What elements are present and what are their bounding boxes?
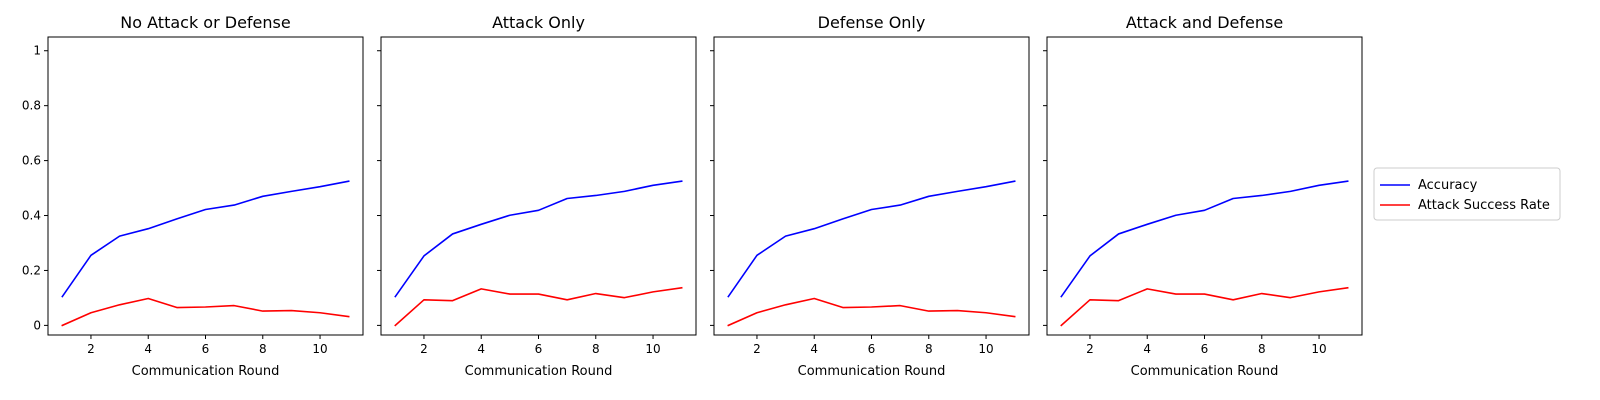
x-tick-label: 10 bbox=[645, 342, 660, 356]
panel-1: No Attack or Defense 2 4 6 8 10 0 0.2 0.4 0.6 0.8 1… bbox=[22, 13, 364, 379]
x-tick-label: 4 bbox=[477, 342, 485, 356]
x-tick-label: 4 bbox=[1143, 342, 1151, 356]
panel-title: No Attack or Defense bbox=[120, 13, 290, 32]
series-line-attack-success-rate bbox=[727, 297, 1016, 327]
x-tick-label: 10 bbox=[312, 342, 327, 356]
x-tick-label: 8 bbox=[925, 342, 933, 356]
x-tick-label: 10 bbox=[978, 342, 993, 356]
legend-label-attack-success-rate: Attack Success Rate bbox=[1418, 198, 1550, 213]
x-tick-label: 4 bbox=[810, 342, 818, 356]
x-tick-label: 2 bbox=[753, 342, 761, 356]
legend-box bbox=[1373, 167, 1561, 221]
x-tick-label: 4 bbox=[144, 342, 152, 356]
y-tick-label: 0 bbox=[33, 318, 41, 332]
x-tick-label: 6 bbox=[202, 342, 210, 356]
axes-frame bbox=[47, 36, 364, 336]
panel-title: Defense Only bbox=[818, 13, 926, 32]
series-line-attack-success-rate bbox=[1060, 286, 1349, 327]
x-axis-label: Communication Round bbox=[1131, 364, 1279, 379]
series-line-attack-success-rate bbox=[61, 297, 350, 327]
series-line-accuracy bbox=[61, 180, 350, 298]
y-tick-label: 0.2 bbox=[22, 263, 41, 277]
x-tick-label: 2 bbox=[87, 342, 95, 356]
x-tick-label: 10 bbox=[1311, 342, 1326, 356]
x-axis-label: Communication Round bbox=[798, 364, 946, 379]
panel-title: Attack Only bbox=[492, 13, 585, 32]
series-line-accuracy bbox=[1060, 180, 1349, 298]
x-tick-label: 6 bbox=[1201, 342, 1209, 356]
series-line-accuracy bbox=[394, 180, 683, 298]
x-tick-label: 8 bbox=[1258, 342, 1266, 356]
y-tick-label: 0.4 bbox=[22, 209, 41, 223]
x-tick-label: 8 bbox=[259, 342, 267, 356]
axes-frame bbox=[713, 36, 1030, 336]
panel-4: Attack and Defense 2 4 6 8 10 Communication Ro… bbox=[1043, 13, 1363, 379]
y-tick-label: 0.8 bbox=[22, 99, 41, 113]
x-tick-label: 6 bbox=[535, 342, 543, 356]
panel-title: Attack and Defense bbox=[1126, 13, 1283, 32]
x-tick-label: 6 bbox=[868, 342, 876, 356]
panel-3: Defense Only 2 4 6 8 10 Communication Round bbox=[710, 13, 1030, 379]
x-axis-label: Communication Round bbox=[132, 364, 280, 379]
y-tick-label: 1 bbox=[33, 44, 41, 58]
legend-label-accuracy: Accuracy bbox=[1418, 178, 1478, 193]
series-line-attack-success-rate bbox=[394, 286, 683, 327]
y-tick-label: 0.6 bbox=[22, 154, 41, 168]
x-tick-label: 8 bbox=[592, 342, 600, 356]
legend: Accuracy Attack Success Rate bbox=[1373, 167, 1561, 221]
x-tick-label: 2 bbox=[1086, 342, 1094, 356]
series-line-accuracy bbox=[727, 180, 1016, 298]
x-axis-label: Communication Round bbox=[465, 364, 613, 379]
panel-2: Attack Only 2 4 6 8 10 Communication Round bbox=[377, 13, 697, 379]
x-tick-label: 2 bbox=[420, 342, 428, 356]
